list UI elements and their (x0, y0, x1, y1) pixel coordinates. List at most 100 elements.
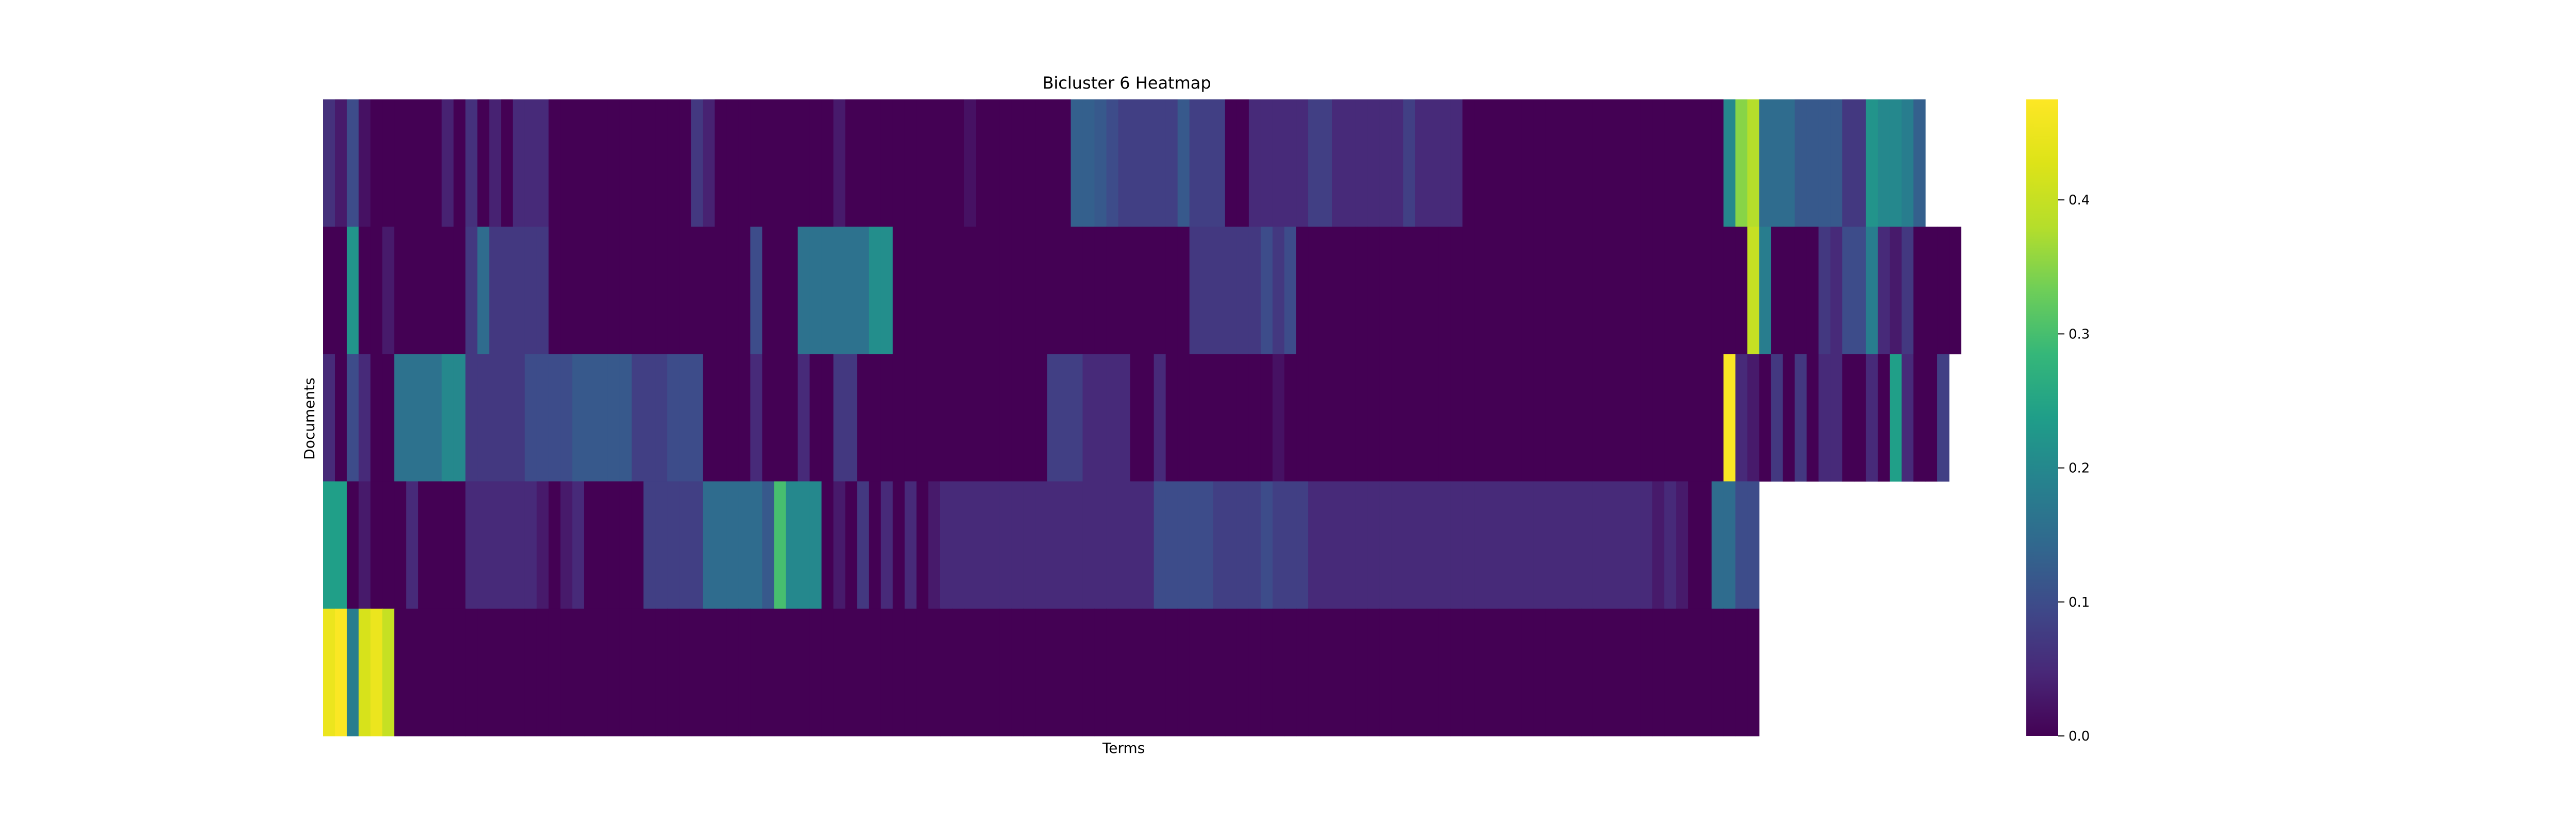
heatmap-cell (809, 608, 822, 736)
heatmap-cell (1296, 99, 1309, 227)
heatmap-cell (536, 227, 549, 354)
heatmap-cell (1676, 481, 1688, 609)
heatmap-cell (880, 227, 893, 354)
heatmap-cell (1403, 99, 1416, 227)
heatmap-cell (1450, 608, 1463, 736)
heatmap-cell (726, 354, 739, 482)
heatmap-cell (607, 354, 620, 482)
heatmap-cell (1213, 608, 1226, 736)
heatmap-cell (489, 608, 502, 736)
heatmap-cell (1308, 608, 1320, 736)
heatmap-cell (1094, 481, 1107, 609)
heatmap-cell (1047, 354, 1059, 482)
heatmap-cell (1569, 608, 1582, 736)
heatmap-cell (1391, 481, 1403, 609)
heatmap-cell (1664, 481, 1676, 609)
heatmap-cell (691, 227, 703, 354)
heatmap-cell (1925, 227, 1938, 354)
heatmap-cell (1581, 354, 1594, 482)
heatmap-cell (596, 99, 608, 227)
heatmap-cell (1913, 354, 1926, 482)
heatmap-cell (1355, 99, 1368, 227)
heatmap-cell (1723, 608, 1736, 736)
heatmap-cell (1427, 354, 1439, 482)
heatmap-cell (1510, 481, 1522, 609)
heatmap-cell (643, 227, 656, 354)
heatmap-cell (394, 608, 406, 736)
heatmap-cell (1011, 354, 1024, 482)
heatmap-cell (1806, 99, 1819, 227)
heatmap-cell (667, 99, 680, 227)
heatmap-cell (1225, 99, 1238, 227)
heatmap-cell (477, 481, 490, 609)
heatmap-cell (631, 481, 644, 609)
heatmap-cell (1071, 227, 1083, 354)
heatmap-cell (548, 227, 561, 354)
heatmap-cell (1011, 99, 1024, 227)
heatmap-cell (715, 608, 727, 736)
heatmap-cell (1771, 227, 1784, 354)
heatmap-cell (1581, 227, 1594, 354)
heatmap-cell (1189, 481, 1202, 609)
heatmap-cell (1747, 354, 1760, 482)
heatmap-cell (833, 481, 846, 609)
heatmap-cell (786, 608, 799, 736)
heatmap-cell (1949, 227, 1961, 354)
heatmap-cell (1498, 227, 1511, 354)
heatmap-cell (988, 227, 1000, 354)
heatmap-cell (1094, 608, 1107, 736)
heatmap-cell (1533, 354, 1546, 482)
heatmap-cell (489, 99, 502, 227)
heatmap-cell (1142, 99, 1155, 227)
heatmap-cell (1201, 481, 1214, 609)
heatmap-cell (1866, 99, 1878, 227)
heatmap-cell (643, 608, 656, 736)
heatmap-cell (1059, 99, 1071, 227)
heatmap-cell (715, 481, 727, 609)
heatmap-cell (916, 354, 929, 482)
heatmap-cell (952, 354, 964, 482)
heatmap-cell (1557, 481, 1570, 609)
heatmap-cell (988, 354, 1000, 482)
heatmap-cell (999, 481, 1012, 609)
heatmap-cell (892, 608, 905, 736)
heatmap-cell (1106, 481, 1119, 609)
heatmap-cell (1794, 227, 1807, 354)
heatmap-cell (1379, 608, 1392, 736)
heatmap-cell (1640, 481, 1653, 609)
heatmap-cell (347, 99, 359, 227)
heatmap-cell (1498, 481, 1511, 609)
heatmap-cell (1545, 99, 1558, 227)
heatmap-cell (418, 481, 430, 609)
heatmap-cell (524, 99, 537, 227)
heatmap-cell (1071, 481, 1083, 609)
heatmap-cell (1284, 608, 1297, 736)
heatmap-cell (703, 227, 715, 354)
heatmap-cell (952, 227, 964, 354)
heatmap-cell (1521, 227, 1534, 354)
heatmap-cell (857, 227, 870, 354)
heatmap-cell (1664, 608, 1676, 736)
heatmap-cell (1830, 227, 1843, 354)
heatmap-cell (1450, 99, 1463, 227)
heatmap-cell (1723, 481, 1736, 609)
heatmap-cell (1082, 608, 1095, 736)
heatmap-cell (1236, 354, 1249, 482)
heatmap-cell (1462, 227, 1475, 354)
heatmap-cell (1913, 227, 1926, 354)
heatmap-cell (1308, 227, 1320, 354)
heatmap-cell (999, 227, 1012, 354)
heatmap-cell (1427, 227, 1439, 354)
heatmap-cell (1236, 227, 1249, 354)
heatmap-cell (1296, 227, 1309, 354)
heatmap-cell (489, 227, 502, 354)
heatmap-cell (370, 481, 383, 609)
heatmap-cell (892, 481, 905, 609)
heatmap-cell (1889, 227, 1902, 354)
heatmap-cell (465, 99, 478, 227)
heatmap-cell (572, 227, 585, 354)
heatmap-cell (964, 354, 976, 482)
heatmap-cell (596, 227, 608, 354)
heatmap-cell (1723, 227, 1736, 354)
heatmap-cell (359, 481, 371, 609)
